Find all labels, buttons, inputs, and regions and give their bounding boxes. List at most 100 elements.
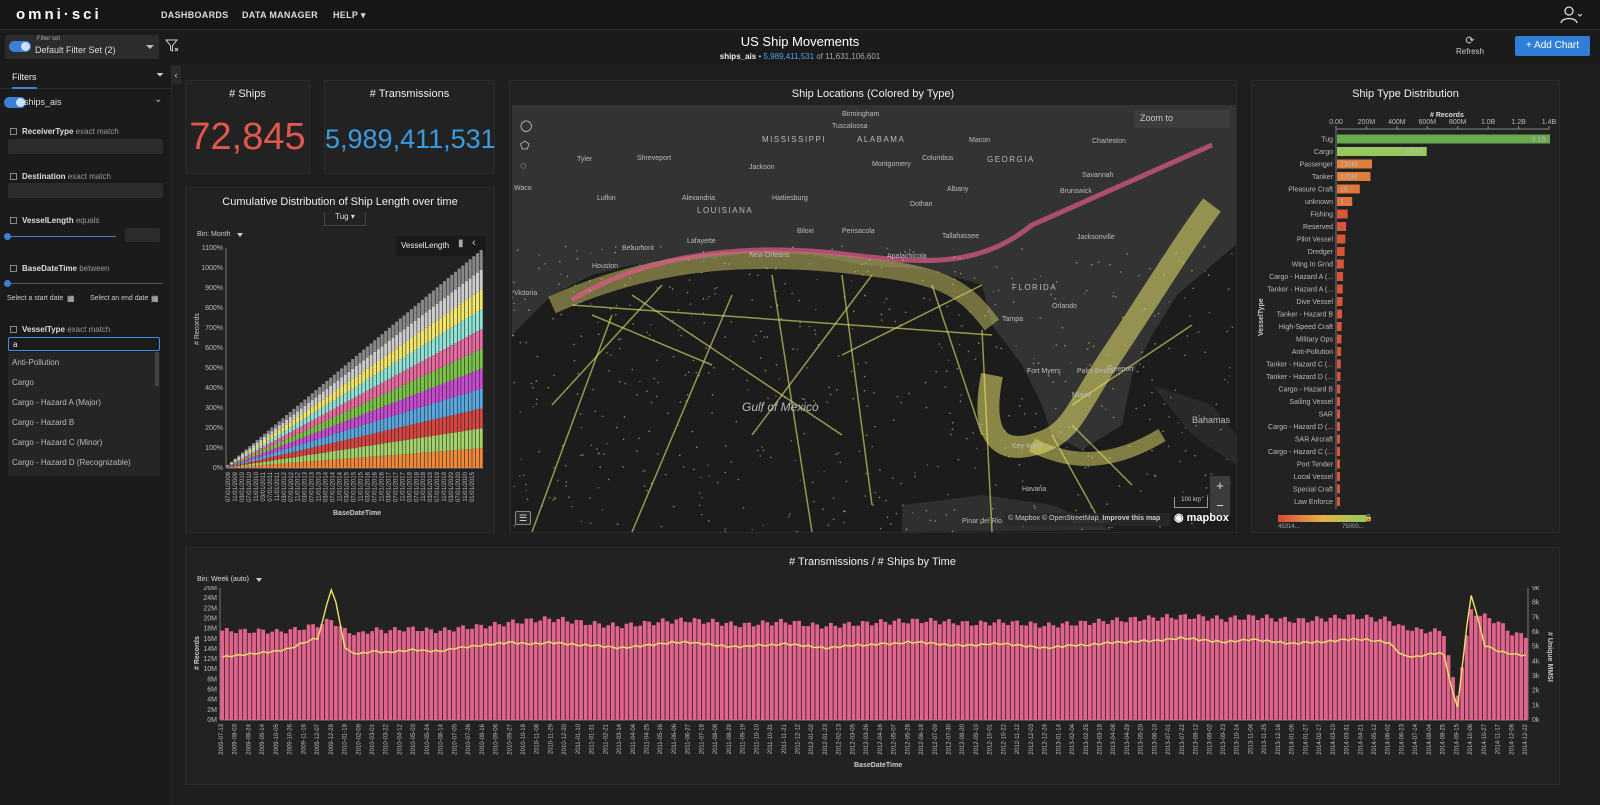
dimension-select[interactable]: Tug ▾	[324, 212, 366, 226]
ship-point	[992, 290, 995, 293]
ship-point	[535, 380, 538, 382]
filter-checkbox-basedatetime[interactable]	[10, 265, 17, 272]
filter-set-toggle[interactable]	[9, 41, 31, 52]
dropdown-item[interactable]: Cargo - Hazard C (Minor)	[12, 438, 103, 447]
area-segment	[354, 447, 358, 458]
ship-point	[912, 512, 914, 514]
add-filter-icon[interactable]: ⏷	[156, 70, 164, 81]
ship-map-panel[interactable]: Ship Locations (Colored by Type) Birming…	[509, 80, 1237, 533]
bar	[1414, 627, 1419, 720]
filter-checkbox-destination[interactable]	[10, 173, 17, 180]
time-series-chart[interactable]: 0M2M4M6M8M10M12M14M16M18M20M22M24M26M0k1…	[186, 586, 1559, 786]
nav-dashboards[interactable]: DASHBOARDS	[161, 10, 229, 20]
zoom-to-input[interactable]: Zoom to	[1134, 110, 1230, 128]
map-label: Charleston	[1092, 138, 1126, 145]
destination-input[interactable]	[8, 183, 163, 198]
improve-map-link[interactable]: Improve this map	[1102, 515, 1161, 522]
ship-type-panel[interactable]: Ship Type Distribution 0.00 200M 400M 600M 8…	[1251, 80, 1560, 533]
zoom-in-button[interactable]: +	[1216, 478, 1224, 493]
dropdown-item[interactable]: Cargo - Hazard D (Recognizable)	[12, 458, 131, 467]
ship-point	[801, 398, 804, 400]
x-tick-label: 2011-05-16	[658, 723, 664, 754]
ship-point	[921, 279, 924, 282]
ship-point	[991, 508, 994, 510]
map-label: Tampa	[1002, 316, 1023, 323]
bar	[1046, 622, 1051, 720]
calendar-icon[interactable]: ▦	[67, 294, 75, 303]
ship-point	[975, 447, 978, 450]
ship-point	[1163, 274, 1165, 276]
date-range-slider[interactable]	[8, 283, 163, 284]
dropdown-item[interactable]: Cargo - Hazard A (Major)	[12, 398, 101, 407]
table-toggle[interactable]	[4, 97, 26, 108]
lasso-tool-icon[interactable]: ◌	[520, 160, 527, 172]
chevron-left-icon[interactable]: ‹	[472, 237, 476, 249]
ship-point	[742, 507, 745, 509]
ship-point	[813, 500, 815, 503]
polygon-tool-icon[interactable]: ⬠	[520, 140, 530, 152]
filter-checkbox-vesseltype[interactable]	[10, 326, 17, 333]
vessellength-slider[interactable]	[8, 236, 116, 237]
area-segment	[266, 430, 270, 435]
calendar-icon[interactable]: ▦	[151, 294, 159, 303]
slider-handle[interactable]	[4, 280, 11, 287]
nav-help[interactable]: HELP ▾	[333, 10, 366, 20]
transmissions-kpi-panel[interactable]: # Transmissions 5,989,411,531	[324, 80, 496, 174]
ship-point	[780, 317, 783, 320]
ships-kpi-panel[interactable]: # Ships 72,845	[185, 80, 310, 174]
ship-point	[629, 304, 631, 306]
area-segment	[453, 360, 457, 379]
refresh-button[interactable]: ⟳ Refresh	[1455, 34, 1485, 56]
end-date-picker[interactable]: Select an end date	[90, 295, 149, 302]
bin-select[interactable]: Bin: Month	[197, 231, 231, 238]
filter-checkbox-receivertype[interactable]	[10, 128, 17, 135]
area-segment	[270, 453, 274, 457]
user-icon[interactable]	[1560, 5, 1583, 25]
ship-point	[526, 498, 529, 501]
map-canvas[interactable]: Birmingham Tuscaloosa MISSISSIPPI ALABAMA Ma…	[512, 105, 1236, 532]
area-segment	[472, 275, 476, 295]
area-segment	[332, 417, 336, 426]
filter-checkbox-vessellength[interactable]	[10, 217, 17, 224]
cumulative-chart-panel[interactable]: Cumulative Distribution of Ship Length o…	[185, 187, 495, 533]
tab-filters[interactable]: Filters	[12, 72, 37, 89]
area-segment	[365, 423, 369, 435]
dropdown-item[interactable]: Cargo	[12, 378, 34, 387]
attribution-text[interactable]: © Mapbox © OpenStreetMap	[1008, 515, 1099, 522]
nav-data-manager[interactable]: DATA MANAGER	[242, 10, 318, 20]
time-bin-select[interactable]: Bin: Week (auto)	[197, 576, 250, 583]
ship-point	[686, 291, 689, 294]
vesseltype-input[interactable]: a	[8, 337, 160, 351]
filter-set-select[interactable]: Filter set Default Filter Set (2)	[5, 35, 159, 59]
dropdown-item[interactable]: Cargo - Hazard B	[12, 418, 75, 427]
cumulative-area-chart[interactable]: 0%100%200%300%400%500%600%700%800%900%10…	[186, 238, 494, 533]
vessellength-input[interactable]	[125, 228, 160, 242]
ship-point	[1008, 415, 1010, 417]
slider-handle[interactable]	[4, 233, 11, 240]
time-series-panel[interactable]: # Transmissions / # Ships by Time Bin: W…	[185, 547, 1560, 785]
ship-point	[806, 367, 808, 369]
legend-toggle-icon[interactable]: ☰	[515, 511, 531, 525]
pin-icon[interactable]: ▮	[458, 238, 464, 249]
zoom-out-button[interactable]: −	[1216, 498, 1224, 513]
chevron-down-icon[interactable]: ⌄	[154, 94, 163, 105]
lock-icon[interactable]: 🔒	[1364, 515, 1373, 522]
omnisci-logo[interactable]: omni·sci	[16, 6, 102, 23]
bar	[561, 616, 565, 720]
bar	[624, 623, 629, 720]
dropdown-item[interactable]: Anti-Pollution	[12, 358, 60, 367]
add-chart-button[interactable]: + Add Chart	[1515, 36, 1590, 56]
bar	[733, 625, 738, 720]
dropdown-scrollbar[interactable]	[155, 352, 159, 386]
start-date-picker[interactable]: Select a start date	[7, 295, 64, 302]
bar	[1469, 609, 1474, 720]
ship-point	[597, 321, 599, 324]
ship-point	[730, 321, 732, 323]
shipping-lane	[551, 284, 663, 406]
receivertype-input[interactable]	[8, 139, 163, 154]
circle-tool-icon[interactable]: ◯	[520, 120, 533, 132]
clear-filter-icon[interactable]	[164, 39, 179, 56]
collapse-sidebar-button[interactable]: ‹	[171, 66, 181, 84]
